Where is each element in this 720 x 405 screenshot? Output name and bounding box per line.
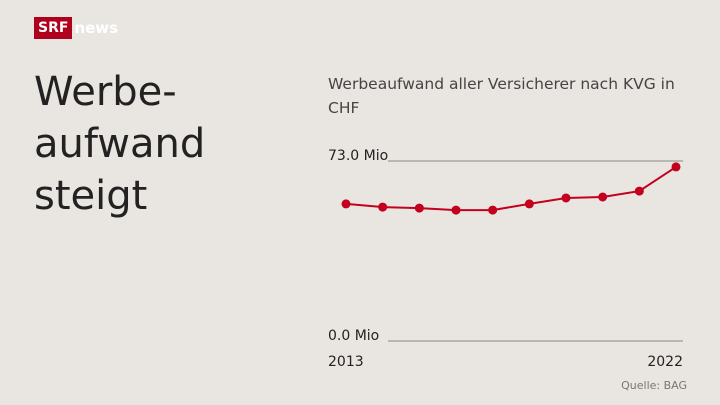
source: Quelle: BAG [621,379,687,392]
point [414,203,424,213]
point [671,162,681,172]
x-tick-label: 2013 [328,354,364,370]
chart-title: Werbeaufwand aller Versicherer nach KVG … [328,75,675,117]
y-tick-label: 73.0 Mio [328,148,388,164]
headline-line: steigt [34,173,148,219]
y-tick-label: 0.0 Mio [328,328,379,344]
point [524,199,534,209]
point [488,205,498,215]
point [598,192,608,202]
headline: Werbe- aufwand steigt [34,66,205,222]
point [451,205,461,215]
headline-line: Werbe- [34,69,177,115]
point [341,199,351,209]
point [561,193,571,203]
logo: SRF news [34,17,118,39]
logo-news: news [74,19,119,37]
point [378,202,388,212]
x-tick-label: 2022 [647,354,683,370]
point [634,186,644,196]
logo-srf: SRF [34,17,73,39]
line [345,166,677,212]
headline-line: aufwand [34,121,206,167]
